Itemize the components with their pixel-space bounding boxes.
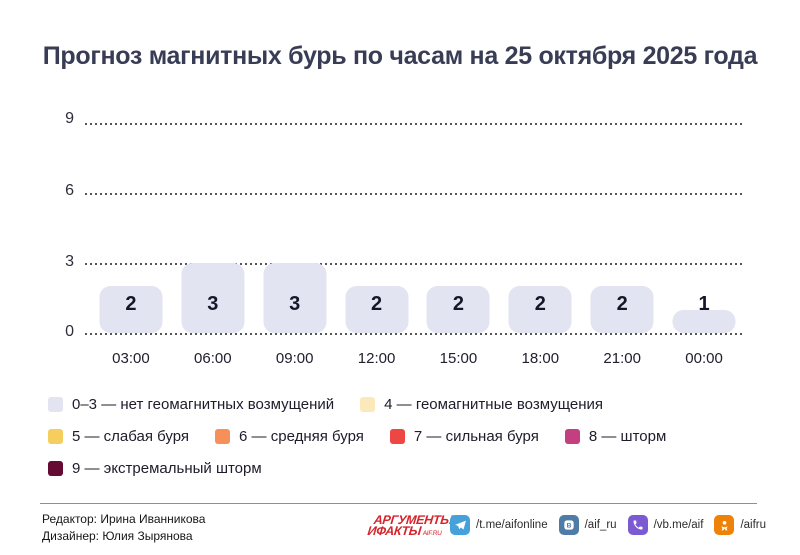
legend-item: 9 — экстремальный шторм [48,460,262,477]
aif-logo-suffix: AIF.RU [422,529,443,537]
legend-row: 5 — слабая буря 6 — средняя буря 7 — сил… [48,428,666,445]
social-link-viber[interactable]: /vb.me/aif [627,515,704,535]
x-tick-label: 00:00 [685,350,723,367]
gridline-baseline [85,333,745,335]
footer-divider [40,503,757,504]
legend-label: 6 — средняя буря [239,428,364,445]
bar-value-label: 1 [698,293,710,315]
bar-value-label: 2 [534,293,546,315]
viber-icon [627,515,648,535]
x-tick-label: 21:00 [603,350,641,367]
bar-slot: 2 21:00 [581,108,663,378]
social-handle: /aifru [740,519,767,531]
vk-icon: В [558,515,579,535]
legend-label: 8 — шторм [588,428,667,445]
aif-logo-line2-text: ИФАКТЫ [366,523,422,538]
bar [181,263,245,333]
legend-swatch [48,429,63,444]
bar-slot: 2 15:00 [418,108,500,378]
legend-item: 4 — геомагнитные возмущения [360,396,603,413]
legend-item: 8 — шторм [564,428,667,445]
bars-container: 2 03:00 3 06:00 3 09:00 2 12:00 2 15 [90,108,745,378]
aif-logo-line2: ИФАКТЫ AIF.RU [366,523,452,540]
legend: 0–3 — нет геомагнитных возмущений 4 — ге… [48,396,666,477]
x-tick-label: 03:00 [112,350,150,367]
bar [263,263,327,333]
bar [672,309,736,333]
bar-slot: 2 12:00 [336,108,418,378]
legend-swatch [564,429,580,444]
bar-slot: 3 09:00 [254,108,336,378]
x-tick-label: 09:00 [275,350,314,367]
legend-swatch [48,397,63,412]
legend-label: 0–3 — нет геомагнитных возмущений [72,396,335,413]
credit-designer: Дизайнер: Юлия Зырянова [42,529,193,543]
plot-area: 2 03:00 3 06:00 3 09:00 2 12:00 2 15 [85,108,745,378]
x-tick-label: 18:00 [521,350,560,367]
legend-swatch [48,461,63,476]
gridline [85,263,745,265]
aif-logo: АРГУМЕНТЫ ИФАКТЫ AIF.RU [366,513,453,540]
y-tick-label: 3 [65,253,74,270]
telegram-icon [450,515,470,535]
legend-label: 5 — слабая буря [72,428,190,445]
legend-item: 0–3 — нет геомагнитных возмущений [48,396,334,413]
bar-slot: 2 18:00 [499,108,581,378]
social-handle: /aif_ru [584,519,617,531]
bar-value-label: 2 [125,293,137,315]
legend-swatch [389,429,405,444]
legend-label: 4 — геомагнитные возмущения [384,396,604,413]
bar-value-label: 2 [616,293,628,315]
social-link-ok[interactable]: /aifru [714,515,766,535]
bar [426,286,490,333]
bar [590,286,654,333]
y-tick-label: 0 [65,323,74,340]
legend-item: 5 — слабая буря [48,428,189,445]
legend-swatch [215,429,231,444]
bar-slot: 3 06:00 [172,108,254,378]
credits: Редактор: Ирина Иванникова Дизайнер: Юли… [42,511,205,545]
social-handle: /t.me/aifonline [476,519,548,531]
x-tick-label: 15:00 [439,350,478,367]
svg-text:В: В [566,523,571,530]
legend-item: 6 — средняя буря [215,428,364,445]
bar-slot: 2 03:00 [90,108,172,378]
social-links: /t.me/aifonline В /aif_ru /vb.me/aif /ai… [450,512,766,538]
legend-label: 9 — экстремальный шторм [72,460,262,477]
x-tick-label: 12:00 [357,350,396,367]
bar-slot: 1 00:00 [663,108,745,378]
ok-icon [714,515,735,535]
social-link-telegram[interactable]: /t.me/aifonline [450,515,548,535]
page-title: Прогноз магнитных бурь по часам на 25 ок… [42,42,758,70]
bar-value-label: 3 [289,293,301,315]
social-link-vk[interactable]: В /aif_ru [558,515,617,535]
legend-item: 7 — сильная буря [389,428,539,445]
gridline [85,123,745,125]
legend-row: 9 — экстремальный шторм [48,460,666,477]
bar [99,286,163,333]
y-tick-label: 9 [65,110,74,127]
social-handle: /vb.me/aif [653,519,704,531]
legend-row: 0–3 — нет геомагнитных возмущений 4 — ге… [48,396,666,413]
bar-value-label: 2 [452,293,464,315]
gridline [85,193,745,195]
legend-swatch [360,397,376,412]
bar-value-label: 3 [207,293,219,315]
y-tick-label: 6 [65,182,74,199]
x-tick-label: 06:00 [194,350,232,367]
bar [508,286,572,333]
bar-value-label: 2 [371,293,383,315]
credit-editor: Редактор: Ирина Иванникова [42,512,206,526]
bar [345,286,409,333]
legend-label: 7 — сильная буря [413,428,539,445]
